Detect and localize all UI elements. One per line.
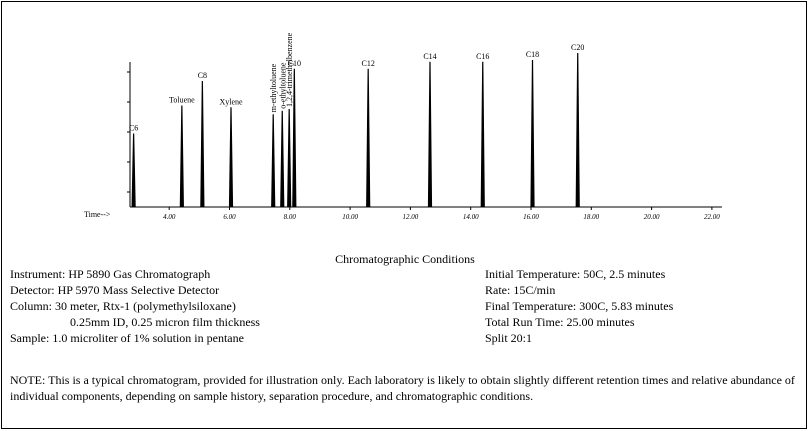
x-tick-label: 10.00 [342,213,358,221]
peak-label: C16 [476,52,489,61]
condition-split: Split 20:1 [485,331,533,345]
condition-column-detail: 0.25mm ID, 0.25 micron film thickness [70,315,260,329]
peak-label: o-ethyltoluene [278,62,287,109]
x-tick-label: 12.00 [403,213,419,221]
x-tick-label: 6.00 [223,213,236,221]
peak-label: C8 [198,71,207,80]
x-axis-label: Time--> [84,210,111,219]
peak-label: C18 [526,50,539,59]
peak-c20 [575,52,580,208]
peak-label: C6 [129,124,138,133]
peak-label: 1,2,4-trimethylbenzene [285,32,294,107]
peak-c8 [200,80,205,208]
note-text: NOTE: This is a typical chromatogram, pr… [10,373,795,403]
x-tick-label: 16.00 [523,213,539,221]
condition-detector: Detector: HP 5970 Mass Selective Detecto… [10,283,220,297]
peak-c10 [292,68,297,208]
x-tick-label: 14.00 [463,213,479,221]
condition-column: Column: 30 meter, Rtx-1 (polymethylsilox… [10,299,236,313]
condition-rate: Rate: 15C/min [485,283,556,297]
x-tick-label: 8.00 [284,213,297,221]
x-tick-label: 18.00 [583,213,599,221]
peak-c6 [131,133,136,208]
condition-final-temperature: Final Temperature: 300C, 5.83 minutes [485,299,674,313]
peak-label: C12 [362,59,375,68]
peak-1-2-4-trimethylbenzene [287,108,292,208]
peak-c12 [366,68,371,208]
chromatogram: Time--> 4.00 6.00 8.00 10.00 12.00 14.00 16.00… [84,32,722,221]
peak-c14 [427,61,433,208]
peak-toluene [179,105,184,208]
peak-c16 [480,61,485,208]
conditions-title: Chromatographic Conditions [335,252,475,266]
peak-o-ethyltoluene [280,110,285,208]
x-tick-label: 20.00 [644,213,660,221]
peak-label: m-ethyltoluene [269,63,278,112]
x-tick-label: 22.00 [704,213,720,221]
peak-label: C20 [571,43,584,52]
condition-instrument: Instrument: HP 5890 Gas Chromatograph [10,267,211,281]
peak-xylene [228,107,234,208]
peak-label: C14 [423,52,436,61]
condition-initial-temperature: Initial Temperature: 50C, 2.5 minutes [485,267,666,281]
peak-label: C10 [288,59,301,68]
peak-c18 [530,59,535,208]
x-tick-label: 4.00 [163,213,176,221]
peak-m-ethyltoluene [271,114,276,208]
condition-total-run-time: Total Run Time: 25.00 minutes [485,315,635,329]
peak-label: Xylene [219,97,243,106]
peak-label: Toluene [169,96,195,105]
condition-sample: Sample: 1.0 microliter of 1% solution in… [10,331,244,345]
